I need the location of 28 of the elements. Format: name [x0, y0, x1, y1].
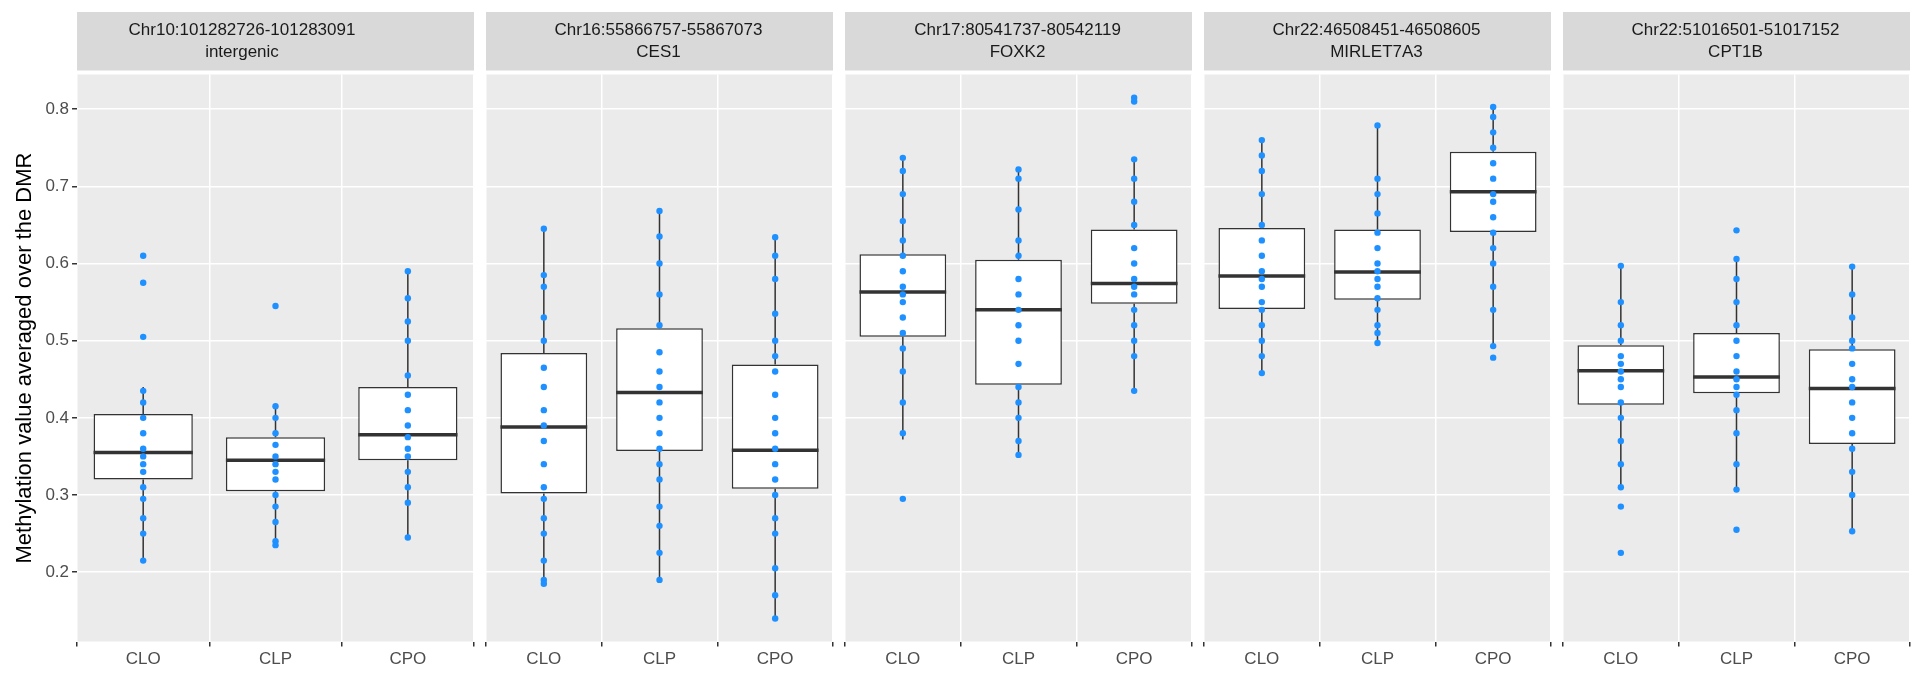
- x-tick-label: CLO: [1603, 649, 1639, 669]
- chart-title: Chr10:101282726-101283091 intergenic: [128, 20, 356, 61]
- chart-title: Chr22:46508451-46508605 MIRLET7A3: [1272, 20, 1481, 61]
- x-tick-label: CPO: [1115, 649, 1153, 669]
- y-axis-title: Methylation value averaged over the DMR: [11, 152, 37, 564]
- chart-title: Chr16:55866757-55867073 CES1: [554, 20, 763, 61]
- y-tick-label: 0.3: [45, 484, 70, 504]
- y-tick-label: 0.4: [45, 407, 70, 427]
- y-tick-label: 0.7: [45, 176, 70, 196]
- x-tick-label: CLP: [1360, 649, 1395, 669]
- y-tick-label: 0.2: [45, 561, 70, 581]
- x-tick-label: CPO: [389, 649, 427, 669]
- x-tick-label: CLP: [642, 649, 677, 669]
- x-tick-label: CPO: [756, 649, 794, 669]
- x-tick-label: CLO: [885, 649, 921, 669]
- y-tick-label: 0.6: [45, 253, 70, 273]
- x-tick-label: CPO: [1474, 649, 1512, 669]
- x-tick-label: CLO: [1244, 649, 1280, 669]
- chart-title: Chr22:51016501-51017152 CPT1B: [1631, 20, 1840, 61]
- y-tick-label: 0.5: [45, 330, 70, 350]
- x-tick-label: CLP: [1001, 649, 1036, 669]
- x-tick-label: CLP: [258, 649, 293, 669]
- x-tick-label: CLO: [125, 649, 161, 669]
- y-tick-label: 0.8: [45, 98, 70, 118]
- x-tick-label: CLP: [1719, 649, 1754, 669]
- x-tick-label: CLO: [526, 649, 562, 669]
- chart-title: Chr17:80541737-80542119 FOXK2: [914, 20, 1121, 61]
- x-tick-label: CPO: [1833, 649, 1871, 669]
